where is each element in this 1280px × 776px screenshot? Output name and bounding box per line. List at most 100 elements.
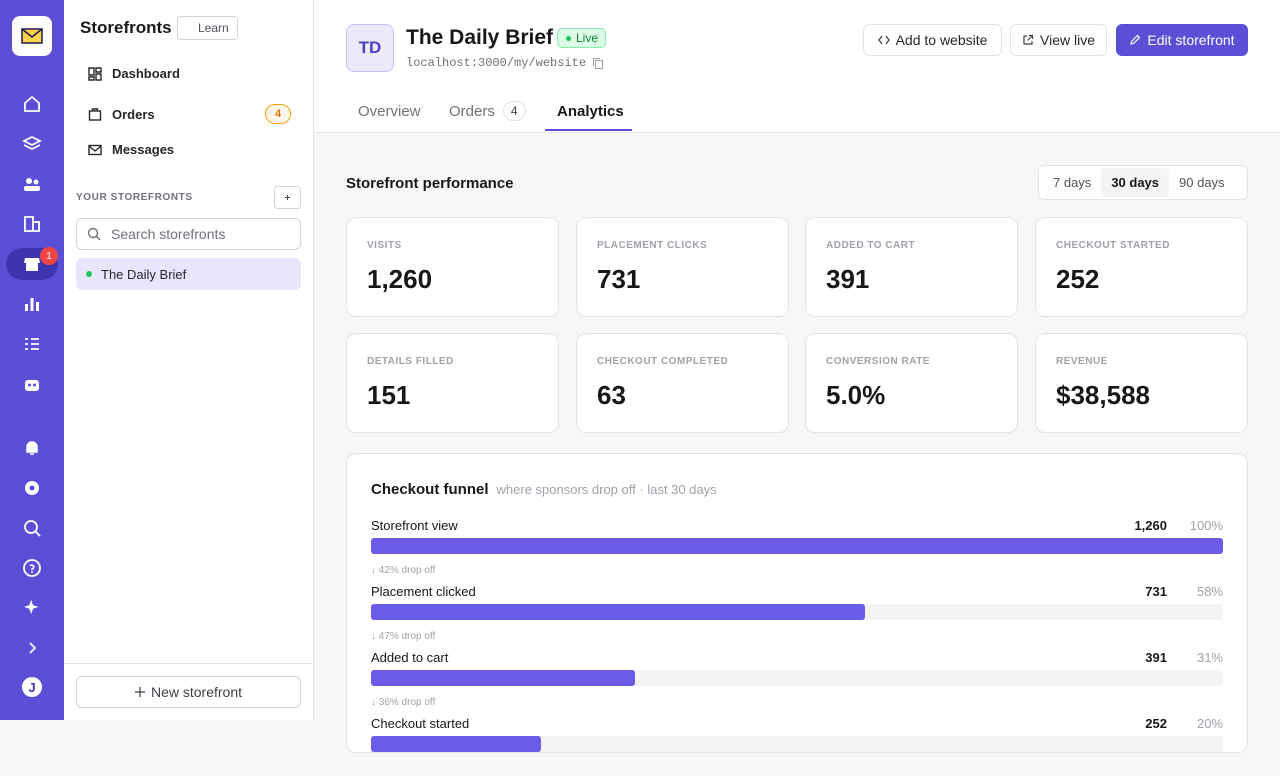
bar-track	[371, 736, 1223, 752]
nav-badge: 4	[265, 104, 291, 124]
nav-label: Dashboard	[112, 66, 180, 81]
section-title: Storefront performance	[346, 175, 514, 192]
bell-icon[interactable]	[22, 438, 42, 458]
list-icon[interactable]	[22, 334, 42, 354]
range-option[interactable]: 7 days	[1053, 175, 1092, 190]
url-text: localhost:3000/my/website	[406, 56, 587, 70]
stat-card: PLACEMENT CLICKS 731	[576, 217, 789, 317]
bar-track	[371, 538, 1223, 554]
edit-storefront-button[interactable]: Edit storefront	[1116, 24, 1248, 56]
add-to-website-button[interactable]: Add to website	[863, 24, 1002, 56]
funnel-bar	[371, 604, 866, 620]
stat-label: CHECKOUT STARTED	[1056, 240, 1170, 251]
pencil-icon	[1130, 34, 1141, 45]
orders-icon	[88, 108, 102, 121]
stat-card: CHECKOUT STARTED 252	[1035, 217, 1248, 317]
layers-icon[interactable]	[22, 134, 42, 154]
user-avatar[interactable]: J	[22, 677, 42, 697]
logo-icon	[21, 28, 43, 44]
view-live-button[interactable]: View live	[1010, 24, 1107, 56]
stat-value: 151	[367, 380, 411, 410]
range-selector: 7 days 30 days 90 days	[1038, 165, 1248, 200]
new-storefront-button[interactable]: New storefront	[76, 676, 301, 708]
stat-label: VISITS	[367, 240, 402, 251]
drop-off: ↓ 42% drop off	[371, 565, 436, 576]
sidebar: Storefronts Learn Dashboard Orders 4 Mes…	[64, 0, 314, 720]
expand-icon[interactable]	[22, 638, 42, 658]
bar-track	[371, 604, 1223, 620]
drop-off: ↓ 36% drop off	[371, 697, 436, 708]
status-badge: Live	[557, 28, 607, 48]
step-label: Added to cart	[371, 650, 449, 665]
status-dot	[86, 271, 92, 277]
stat-value: 391	[826, 264, 870, 294]
funnel-bar	[371, 538, 1223, 554]
storefront-item[interactable]: The Daily Brief	[76, 258, 301, 290]
sparkle-icon[interactable]	[22, 598, 42, 618]
stat-label: ADDED TO CART	[826, 240, 916, 251]
search-icon[interactable]	[22, 518, 42, 538]
button-label: Add to website	[895, 32, 988, 48]
funnel-heading: Checkout funnel where sponsors drop off ·…	[371, 481, 717, 498]
help-icon[interactable]	[22, 558, 42, 578]
stat-card: CHECKOUT COMPLETED 63	[576, 333, 789, 433]
stat-label: CHECKOUT COMPLETED	[597, 356, 729, 367]
funnel-step: Placement clicked 731 58%	[371, 584, 1223, 644]
step-count: 1,260	[1134, 518, 1167, 533]
building-icon[interactable]	[22, 214, 42, 234]
learn-label: Learn	[198, 21, 229, 35]
step-count: 391	[1145, 650, 1167, 665]
header: TD The Daily Brief Live localhost:3000/m…	[314, 0, 1280, 133]
stat-card: REVENUE $38,588	[1035, 333, 1248, 433]
section-heading: YOUR STOREFRONTS	[76, 192, 193, 203]
divider	[64, 663, 313, 664]
button-label: View live	[1040, 32, 1095, 48]
chart-icon[interactable]	[22, 294, 42, 314]
nav-item[interactable]: Orders 4	[88, 104, 291, 124]
nav-item[interactable]: Dashboard	[88, 66, 180, 81]
stat-value: 1,260	[367, 264, 433, 294]
dashboard-icon	[88, 66, 102, 81]
tab[interactable]: Analytics	[557, 103, 624, 120]
learn-button[interactable]: Learn	[177, 16, 238, 40]
range-option[interactable]: 90 days	[1179, 175, 1225, 190]
range-option[interactable]: 30 days	[1101, 168, 1170, 197]
funnel-bar	[371, 736, 542, 752]
tab-underline	[545, 129, 632, 131]
copy-icon[interactable]	[592, 57, 604, 69]
stat-value: 731	[597, 264, 641, 294]
settings-icon[interactable]	[22, 478, 42, 498]
bar-track	[371, 670, 1223, 686]
funnel-subtitle: where sponsors drop off · last 30 days	[496, 482, 717, 497]
tab[interactable]: Orders 4	[449, 101, 526, 121]
status-dot	[566, 36, 571, 41]
stat-label: DETAILS FILLED	[367, 356, 454, 367]
stat-label: CONVERSION RATE	[826, 356, 930, 367]
step-share: 31%	[1196, 650, 1223, 665]
nav-label: Orders	[112, 106, 155, 122]
stat-value: 63	[597, 380, 626, 410]
stat-value: $38,588	[1056, 380, 1150, 410]
home-icon[interactable]	[22, 94, 42, 114]
tab[interactable]: Overview	[358, 103, 421, 120]
stat-card: VISITS 1,260	[346, 217, 559, 317]
step-share: 100%	[1189, 518, 1223, 533]
icon-rail: 1 J	[0, 0, 64, 720]
url: localhost:3000/my/website	[406, 56, 604, 70]
step-count: 731	[1145, 584, 1167, 599]
users-icon[interactable]	[22, 174, 42, 194]
add-storefront-button[interactable]	[274, 186, 301, 209]
logo[interactable]	[12, 16, 52, 56]
stat-card: DETAILS FILLED 151	[346, 333, 559, 433]
step-label: Placement clicked	[371, 584, 476, 599]
store-icon	[24, 258, 40, 271]
plus-icon	[134, 687, 145, 697]
bot-icon[interactable]	[22, 374, 42, 394]
search-input[interactable]: Search storefronts	[76, 218, 301, 250]
storefront-avatar: TD	[346, 24, 394, 72]
step-share: 58%	[1196, 584, 1223, 599]
mail-icon	[88, 144, 102, 155]
nav-item[interactable]: Messages	[88, 142, 174, 157]
external-icon	[1023, 34, 1034, 45]
funnel-step: Checkout started 252 20%	[371, 716, 1223, 776]
